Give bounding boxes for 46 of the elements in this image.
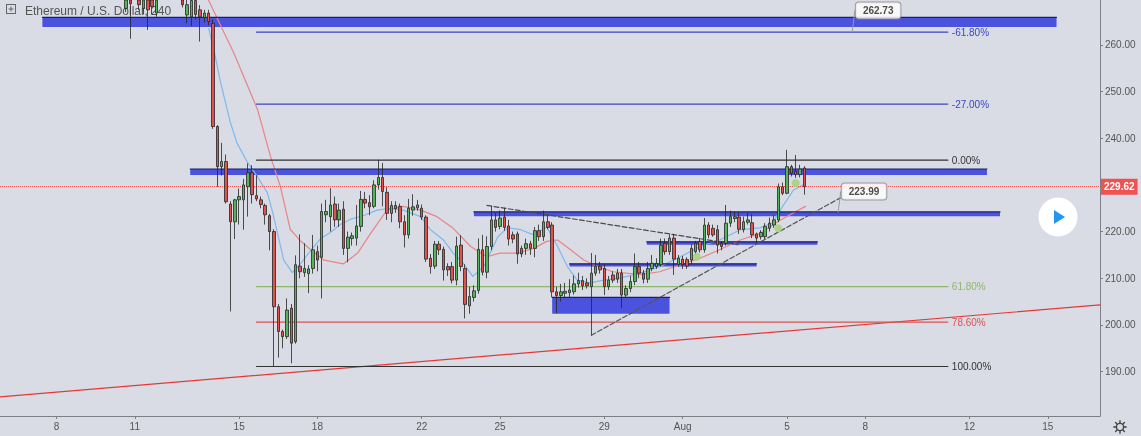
candlestick	[185, 0, 189, 24]
y-tick-label: 260.00	[1105, 39, 1137, 51]
x-tick-label: 8	[53, 420, 60, 432]
x-tick-label: 12	[964, 420, 976, 432]
candlestick	[207, 9, 210, 26]
x-tick-label: 15	[233, 420, 246, 432]
y-tick-label: 240.00	[1105, 132, 1137, 144]
candlestick	[750, 213, 754, 239]
candlestick	[385, 186, 389, 221]
candlestick	[785, 149, 789, 195]
candlestick	[524, 238, 528, 256]
candlestick	[533, 226, 537, 258]
series-label: -61.80%	[951, 26, 990, 38]
series-label: -27.00%	[951, 98, 990, 110]
candlestick	[563, 282, 567, 299]
candlestick	[659, 238, 663, 267]
candlestick	[198, 4, 202, 42]
annotation: 262.73	[862, 5, 894, 17]
x-tick-label: 8	[862, 420, 869, 432]
series-label: 100.00%	[951, 361, 992, 373]
y-tick-label: 210.00	[1105, 272, 1137, 284]
x-tick-label: 25	[494, 420, 506, 432]
candlestick	[724, 204, 728, 246]
series-label: 0.00%	[951, 154, 981, 166]
series-label: 61.80%	[951, 281, 986, 293]
x-tick-label: 18	[311, 420, 324, 432]
y-tick-label: 220.00	[1105, 226, 1137, 238]
annotation: 223.99	[848, 185, 880, 197]
candlestick	[672, 233, 676, 276]
candlestick	[498, 210, 502, 230]
ref-line-label: 229.62	[1104, 181, 1136, 193]
candlestick	[381, 162, 384, 207]
candlestick	[572, 275, 576, 296]
candlestick	[737, 212, 741, 235]
y-tick-label: 250.00	[1105, 86, 1137, 98]
candlestick	[433, 240, 437, 270]
x-tick-label: 22	[416, 420, 428, 432]
x-tick-label: 5	[784, 420, 791, 432]
y-tick-label: 200.00	[1105, 319, 1137, 331]
series-label: 78.60%	[951, 316, 986, 328]
x-tick-label: 29	[598, 420, 611, 432]
x-tick-label: Aug	[673, 420, 692, 432]
x-tick-label: 11	[129, 420, 141, 432]
x-tick-label: 15	[1042, 420, 1054, 432]
candlestick	[763, 222, 767, 240]
y-tick-label: 190.00	[1105, 366, 1137, 378]
